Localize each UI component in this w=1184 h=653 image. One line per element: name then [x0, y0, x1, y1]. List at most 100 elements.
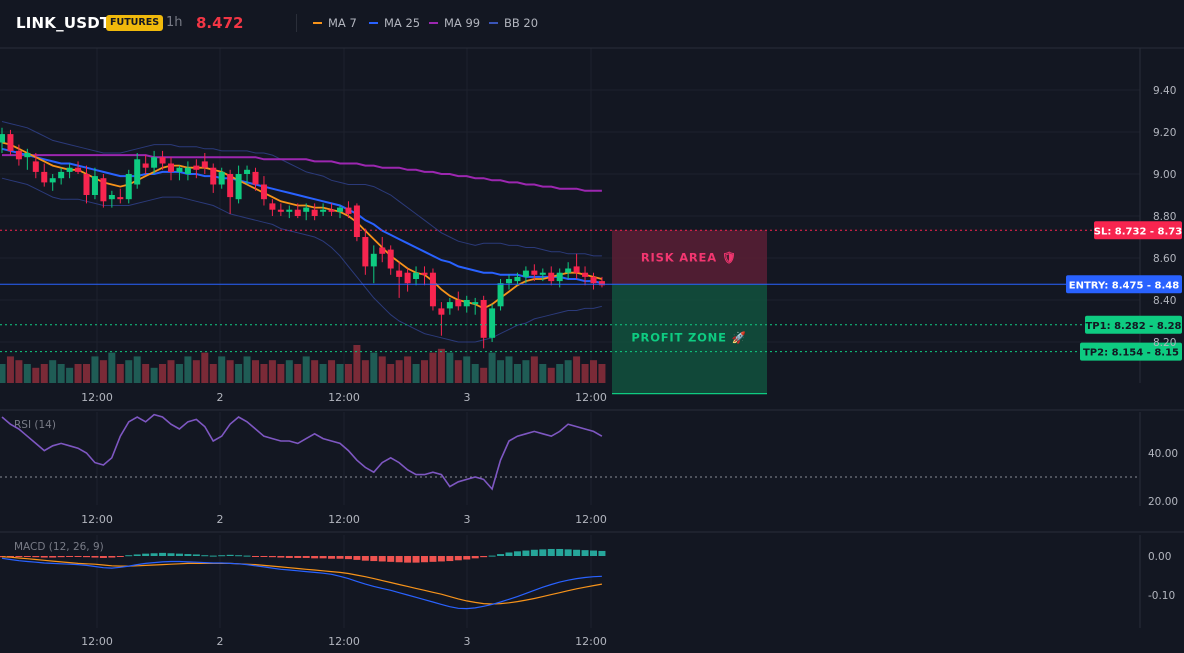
symbol-name[interactable]: LINK_USDT: [16, 14, 111, 32]
candle-body: [176, 167, 183, 172]
x-tick-label-main: 12:00: [575, 391, 607, 404]
ma25-line: [1, 147, 603, 285]
volume-bar: [530, 356, 538, 383]
volume-bar: [429, 352, 437, 383]
candle-body: [573, 266, 580, 273]
candle-body: [387, 249, 394, 269]
volume-bar: [522, 360, 530, 383]
macd-histogram-bar: [344, 556, 352, 560]
macd-histogram-bar: [522, 550, 530, 556]
ma7-line: [1, 141, 603, 310]
volume-bar: [116, 364, 124, 383]
volume-bar: [590, 360, 597, 383]
legend-bb20-label: BB 20: [504, 16, 539, 30]
macd-histogram-bar: [353, 556, 361, 560]
macd-histogram-bar: [201, 555, 209, 557]
grid-lines: [0, 47, 1184, 628]
candle-body: [506, 279, 512, 284]
bb-lower-line: [1, 177, 603, 343]
volume-bar: [184, 356, 192, 383]
volume-bar: [32, 367, 40, 383]
indicator-overlays: [1, 121, 603, 343]
candle-body: [446, 302, 453, 309]
macd-histogram-bar: [590, 550, 597, 556]
candle-body: [134, 159, 141, 185]
macd-histogram-bar: [268, 556, 276, 558]
macd-histogram-bar: [83, 556, 90, 558]
candle-body: [117, 197, 124, 200]
legend-ma99[interactable]: MA 99: [429, 16, 480, 30]
candle-body: [582, 272, 589, 277]
macd-histogram-bar: [421, 556, 428, 563]
macd-histogram-bar: [497, 554, 505, 556]
legend-ma25-label: MA 25: [384, 16, 421, 30]
candle-body: [235, 174, 242, 200]
legend-bb20[interactable]: BB 20: [489, 16, 538, 30]
macd-histogram-bar: [395, 556, 403, 563]
candle-body: [294, 209, 301, 216]
volume-bar: [91, 356, 99, 383]
timeframe-selector[interactable]: 1h: [166, 15, 183, 30]
candle-body: [151, 157, 158, 168]
candle-body: [125, 174, 132, 200]
candle-body: [100, 178, 107, 202]
rsi-panel: RSI (14) 40.00 20.00: [0, 413, 1178, 508]
legend-ma7[interactable]: MA 7: [313, 16, 357, 30]
macd-histogram-bar: [192, 554, 200, 556]
macd-histogram-bar: [133, 554, 141, 556]
price-tick-label: 9.40: [1153, 85, 1176, 97]
volume-bar: [159, 364, 167, 383]
tp1-level-label: TP1: 8.282 - 8.28: [1085, 321, 1181, 332]
volume-bar: [336, 364, 344, 383]
x-tick-label-main: 12:00: [81, 391, 113, 404]
macd-histogram-bar: [66, 556, 74, 557]
candles: [0, 127, 605, 349]
legend-ma25[interactable]: MA 25: [369, 16, 420, 30]
volume-bar: [412, 364, 420, 383]
candle-body: [598, 281, 605, 286]
x-tick-label-rsi: 12:00: [328, 513, 360, 526]
candle-body: [404, 272, 411, 284]
volume-bar: [598, 364, 606, 383]
macd-histogram-bar: [446, 556, 454, 562]
macd-histogram-bar: [573, 549, 581, 556]
macd-histogram-bar: [547, 548, 555, 556]
header-divider: [296, 14, 297, 32]
macd-histogram-bar: [319, 556, 327, 559]
volume-bar: [277, 364, 285, 383]
volume-bar: [209, 364, 217, 383]
volume-bar: [74, 364, 82, 383]
macd-histogram-bar: [125, 555, 133, 557]
macd-histogram-bar: [260, 556, 268, 557]
candle-body: [497, 283, 504, 307]
macd-histogram-bar: [480, 556, 488, 558]
x-tick-label-macd: 12:00: [81, 635, 113, 648]
macd-histogram-bar: [226, 554, 234, 556]
volume-bar: [192, 360, 200, 383]
profit-zone-label: PROFIT ZONE 🚀: [631, 330, 746, 344]
macd-histogram-bar: [361, 556, 369, 561]
volume-bar: [471, 364, 479, 383]
price-tick-label: 8.60: [1153, 253, 1176, 265]
candle-body: [41, 171, 48, 183]
macd-histogram-bar: [513, 551, 521, 556]
price-tick-label: 8.80: [1153, 211, 1176, 223]
volume-bar: [361, 360, 369, 383]
x-tick-label-rsi: 12:00: [81, 513, 113, 526]
macd-histogram-bar: [387, 556, 395, 562]
macd-tick-label: -0.10: [1148, 590, 1175, 602]
entry-level-label: ENTRY: 8.475 - 8.48: [1069, 280, 1179, 291]
volume-bar: [0, 364, 6, 383]
price-levels: SL: 8.732 - 8.73 ENTRY: 8.475 - 8.48 TP1: …: [0, 221, 1182, 361]
macd-histogram-bar: [91, 556, 99, 558]
volume-bar: [133, 356, 141, 383]
price-tick-label: 8.20: [1153, 337, 1176, 349]
candle-body: [58, 171, 65, 179]
macd-histogram-bar: [32, 556, 40, 558]
volume-bar: [488, 352, 496, 383]
candle-body: [531, 270, 538, 275]
volume-bar: [387, 364, 395, 383]
candle-body: [49, 178, 56, 183]
volume-bar: [497, 360, 505, 383]
